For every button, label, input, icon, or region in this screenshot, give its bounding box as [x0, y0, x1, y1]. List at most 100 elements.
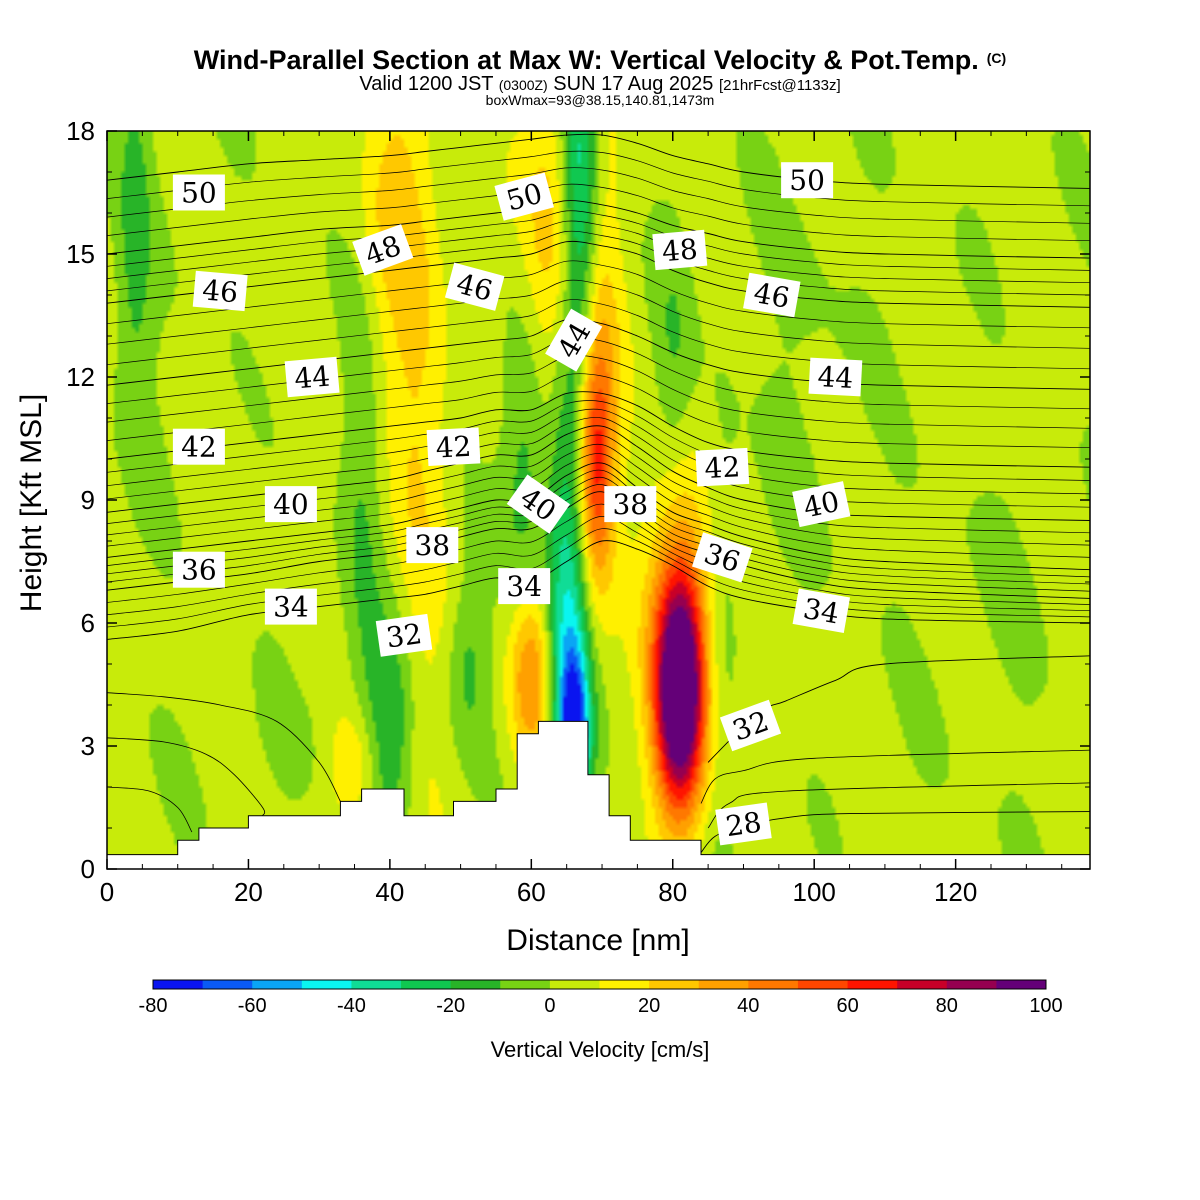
colorbar-swatch — [946, 980, 997, 989]
theta-label-44: 44 — [808, 357, 863, 397]
colorbar-tick-label: -40 — [337, 995, 366, 1017]
contour-label-box — [494, 172, 554, 221]
theta-contour-minor — [107, 408, 1090, 495]
colorbar-swatch — [450, 980, 501, 989]
contour-label-box — [695, 447, 750, 487]
theta-contour-minor — [107, 230, 1090, 296]
contour-label-box — [792, 481, 851, 528]
colorbar-swatch — [748, 980, 799, 989]
colorbar-swatch — [649, 980, 700, 989]
contour-label-text: 32 — [384, 617, 424, 655]
x-tick-label: 0 — [100, 877, 114, 907]
vertical-velocity-field — [107, 131, 1090, 869]
contour-label-text: 42 — [704, 450, 741, 485]
x-tick-label: 80 — [658, 877, 687, 907]
contour-label-text: 46 — [751, 276, 792, 315]
colorbar-label: Vertical Velocity [cm/s] — [491, 1037, 710, 1062]
theta-label-38: 38 — [604, 486, 657, 523]
contour-label-box — [375, 613, 433, 657]
colorbar-swatch — [252, 980, 303, 989]
chart-title: Wind-Parallel Section at Max W: Vertical… — [194, 45, 1006, 75]
colorbar-swatch — [202, 980, 253, 989]
theta-contour-minor — [107, 167, 1090, 224]
colorbar-swatch — [897, 980, 948, 989]
theta-label-34: 34 — [498, 568, 551, 605]
y-axis-label: Height [Kft MSL] — [15, 394, 48, 612]
contour-label-text: 42 — [181, 431, 217, 464]
theta-contour-minor — [107, 692, 341, 802]
contour-label-box — [172, 551, 225, 588]
theta-label-46: 46 — [743, 272, 801, 318]
colorbar-tick-label: 0 — [544, 995, 555, 1017]
colorbar-swatch — [847, 980, 898, 989]
contour-label-box — [172, 428, 225, 465]
theta-contour-46 — [107, 240, 1090, 308]
contour-label-box — [719, 699, 782, 752]
theta-contour-minor — [107, 299, 1090, 370]
x-tick-label: 120 — [934, 877, 977, 907]
theta-contour-minor — [107, 260, 1090, 329]
theta-label-34: 34 — [264, 588, 317, 625]
theta-contour-minor — [107, 786, 193, 833]
contour-label-box — [781, 162, 834, 199]
y-tick-label: 9 — [81, 485, 95, 515]
contour-label-box — [498, 568, 551, 605]
theta-label-44: 44 — [284, 356, 340, 398]
chart-title-mark: (C) — [987, 50, 1006, 66]
contour-label-box — [284, 356, 340, 398]
theta-contour-minor — [107, 503, 1090, 605]
contour-label-box — [715, 802, 772, 846]
x-tick-label: 20 — [234, 877, 263, 907]
theta-label-40: 40 — [264, 486, 317, 523]
contour-label-text: 36 — [181, 554, 217, 587]
theta-contour-48 — [107, 200, 1090, 259]
theta-label-32: 32 — [375, 613, 433, 657]
theta-label-50: 50 — [172, 174, 225, 211]
theta-label-34: 34 — [792, 588, 851, 633]
theta-contour-minor — [107, 476, 1090, 585]
colorbar-swatch — [401, 980, 452, 989]
theta-label-28: 28 — [715, 802, 772, 846]
theta-contour-minor — [107, 279, 1090, 349]
colorbar-swatch — [351, 980, 402, 989]
x-tick-label: 40 — [375, 877, 404, 907]
colorbar-swatch — [698, 980, 749, 989]
colorbar-swatch — [500, 980, 551, 989]
contour-label-box — [545, 308, 603, 372]
subtitle-forecast: [21hrFcst@1133z] — [719, 77, 841, 94]
contour-label-text: 44 — [293, 360, 331, 396]
contour-label-text: 38 — [612, 488, 648, 521]
y-tick-label: 18 — [66, 116, 95, 146]
theta-contour-minor — [107, 373, 1090, 449]
contour-label-text: 34 — [506, 570, 542, 603]
contour-label-text: 38 — [414, 529, 450, 562]
theta-label-48: 48 — [652, 229, 708, 271]
colorbar-swatch — [996, 980, 1047, 989]
theta-label-42: 42 — [172, 428, 225, 465]
colorbar-swatch — [797, 980, 849, 989]
colorbar-swatch — [549, 980, 600, 989]
contour-label-text: 46 — [201, 273, 239, 309]
colorbar-tick-label: 100 — [1029, 995, 1062, 1017]
contour-label-box — [172, 174, 225, 211]
contour-label-box — [808, 357, 863, 397]
contour-label-box — [192, 270, 248, 312]
colorbar-swatch — [599, 980, 650, 989]
colorbar-tick-label: -60 — [238, 995, 267, 1017]
contour-label-box — [406, 527, 459, 564]
theta-contour-minor — [700, 749, 1090, 804]
contour-label-text: 28 — [724, 806, 764, 844]
terrain — [106, 720, 1091, 870]
chart-subtitle: Valid 1200 JST (0300Z) SUN 17 Aug 2025 [… — [359, 73, 840, 95]
colorbar-tick-label: -20 — [436, 995, 465, 1017]
theta-label-46: 46 — [444, 262, 505, 311]
contour-label-box — [604, 486, 657, 523]
contour-label-text: 48 — [661, 232, 699, 268]
contour-label-text: 34 — [801, 592, 842, 631]
theta-label-40: 40 — [792, 481, 851, 528]
contour-label-text: 50 — [789, 164, 825, 197]
contour-label-box — [264, 486, 317, 523]
contour-label-box — [264, 588, 317, 625]
